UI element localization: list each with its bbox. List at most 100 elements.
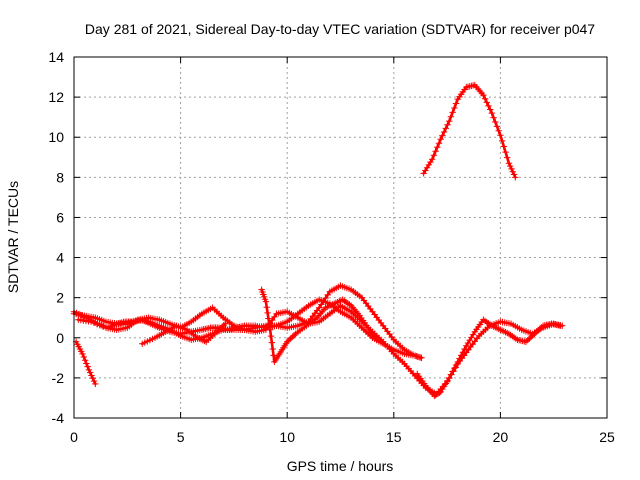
x-tick-label-15: 15: [386, 429, 402, 445]
data-point-trace-4-14: [90, 377, 98, 385]
y-tick-label--2: -2: [52, 370, 65, 386]
data-point-trace-4-11: [87, 369, 94, 376]
data-point-trace-7-26: [456, 355, 463, 362]
data-point-trace-8-19: [452, 100, 460, 107]
data-point-trace-8-39: [486, 106, 494, 113]
y-tick-label-6: 6: [56, 209, 64, 225]
data-point-trace-3-5: [87, 318, 95, 325]
y-tick-label-0: 0: [56, 330, 64, 346]
data-point-trace-7-14: [436, 389, 443, 396]
data-point-trace-3-6: [90, 319, 98, 327]
data-point-trace-8-45: [497, 132, 504, 139]
data-point-trace-2-115: [315, 304, 323, 311]
data-point-trace-5-40: [222, 320, 229, 327]
data-point-trace-4-5: [79, 350, 86, 358]
x-tick-label-5: 5: [177, 429, 185, 445]
data-point-trace-8-8: [434, 144, 441, 151]
data-point-trace-3-7: [93, 320, 101, 328]
data-point-trace-8-41: [490, 114, 497, 121]
data-point-trace-7-22: [449, 368, 456, 375]
series-layer: [70, 81, 566, 400]
data-point-trace-8-5: [428, 156, 436, 163]
data-point-trace-4-6: [80, 353, 88, 361]
data-point-trace-4-8: [83, 360, 90, 367]
data-point-trace-8-52: [508, 165, 515, 173]
data-point-trace-8-43: [493, 123, 501, 130]
data-point-trace-8-44: [495, 127, 502, 135]
series-trace-7: [414, 316, 564, 400]
data-point-trace-4-9: [84, 363, 91, 370]
data-point-trace-3-8: [96, 322, 104, 329]
data-point-trace-8-38: [485, 102, 492, 110]
data-point-trace-8-16: [447, 113, 455, 120]
data-point-trace-4-15: [92, 380, 99, 388]
data-point-trace-7-24: [452, 361, 460, 369]
x-tick-label-10: 10: [279, 429, 295, 445]
data-point-trace-4-7: [81, 357, 89, 364]
data-point-trace-7-28: [459, 349, 467, 356]
data-point-trace-6-75: [373, 336, 380, 343]
tick-layer: [73, 56, 608, 419]
series-path-trace-6: [260, 288, 379, 364]
grid-layer: [74, 57, 607, 418]
data-point-trace-7-23: [451, 365, 458, 372]
data-point-trace-8-53: [509, 168, 516, 175]
y-axis-label: SDTVAR / TECUs: [5, 181, 21, 293]
data-point-trace-8-12: [440, 128, 448, 136]
x-tick-label-0: 0: [70, 429, 78, 445]
data-point-trace-2-116: [318, 301, 325, 308]
series-trace-6: [258, 286, 380, 366]
x-tick-label-25: 25: [599, 429, 615, 445]
data-point-trace-6-5: [262, 298, 270, 305]
data-point-trace-4-10: [85, 366, 93, 374]
data-point-trace-3-9: [99, 323, 107, 330]
data-point-trace-6-12: [268, 339, 276, 346]
y-tick-label-4: 4: [56, 250, 64, 266]
data-point-trace-4-12: [88, 372, 95, 379]
data-point-trace-2-117: [320, 298, 327, 305]
data-point-trace-8-42: [492, 118, 499, 126]
data-point-trace-8-36: [481, 95, 489, 102]
data-point-trace-7-20: [446, 374, 453, 382]
data-point-trace-6-10: [266, 326, 274, 333]
data-point-trace-3-88: [269, 316, 276, 324]
y-tick-label-8: 8: [56, 169, 64, 185]
data-point-trace-2-118: [322, 294, 329, 302]
series-path-trace-7: [415, 318, 562, 398]
data-point-trace-3-89: [271, 313, 278, 321]
data-point-trace-6-8: [265, 315, 272, 322]
data-point-trace-7-85: [556, 322, 564, 329]
data-point-trace-8-46: [498, 137, 506, 145]
data-point-trace-7-25: [454, 358, 461, 366]
data-point-trace-8-47: [500, 143, 508, 150]
data-point-trace-6-9: [266, 320, 273, 328]
data-point-trace-8-55: [512, 174, 519, 181]
data-point-trace-8-40: [488, 109, 496, 117]
data-point-trace-8-18: [451, 104, 458, 112]
data-point-trace-6-7: [264, 309, 271, 317]
y-tick-label-2: 2: [56, 290, 64, 306]
data-point-trace-8-51: [507, 162, 514, 170]
data-point-trace-2-119: [324, 291, 331, 299]
data-point-trace-4-13: [89, 375, 96, 382]
data-point-trace-8-15: [446, 117, 453, 125]
data-point-trace-7-29: [461, 345, 468, 353]
data-point-trace-2-165: [418, 354, 425, 362]
series-path-trace-4: [74, 340, 97, 386]
data-point-trace-6-13: [269, 345, 276, 353]
data-point-trace-8-54: [510, 171, 518, 178]
x-tick-label-20: 20: [493, 429, 509, 445]
data-point-trace-8-17: [449, 109, 456, 116]
data-point-trace-8-14: [444, 121, 451, 128]
plot-frame: [73, 56, 608, 419]
data-point-trace-6-6: [263, 304, 270, 311]
data-point-trace-8-35: [480, 91, 487, 99]
data-point-trace-8-49: [504, 154, 511, 161]
x-axis-label: GPS time / hours: [287, 458, 394, 474]
y-tick-label-10: 10: [48, 129, 64, 145]
chart-title: Day 281 of 2021, Sidereal Day-to-day VTE…: [85, 21, 595, 37]
data-point-trace-8-37: [483, 99, 490, 106]
data-point-trace-8-6: [430, 152, 438, 159]
